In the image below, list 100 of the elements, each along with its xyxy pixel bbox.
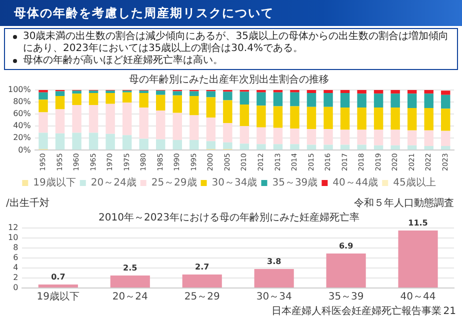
bar (324, 90, 333, 94)
bar (106, 93, 115, 104)
bar (240, 92, 250, 104)
bar (122, 102, 132, 136)
bar (441, 108, 450, 131)
x-tick-label: 20～24 (112, 292, 148, 303)
bar (290, 92, 300, 106)
x-tick-label: 30～34 (256, 292, 292, 303)
bar (290, 106, 300, 129)
bar (72, 90, 82, 94)
bar (326, 254, 366, 288)
bar (223, 142, 232, 149)
bar (206, 118, 216, 142)
text: 21 (443, 306, 456, 318)
y-axis-title: /出生千対 (6, 198, 50, 210)
bar (240, 144, 250, 150)
bar (156, 94, 166, 110)
bar (110, 276, 150, 288)
bar (374, 130, 384, 146)
bar (374, 94, 384, 108)
bar (424, 90, 434, 94)
bar (357, 107, 366, 130)
bar (256, 144, 266, 150)
bar (139, 107, 148, 139)
bar (172, 140, 182, 150)
bar (88, 93, 98, 106)
bar (88, 105, 98, 133)
bar (340, 93, 350, 108)
bar (424, 108, 434, 130)
bar (256, 127, 266, 144)
bar (398, 230, 438, 288)
bar (190, 91, 199, 96)
y-tick-label: 4 (13, 263, 18, 272)
legend-label: 25～29歳 (151, 176, 197, 189)
x-tick-label: 40～44 (400, 292, 436, 303)
y-tick-label: 6 (13, 253, 18, 262)
bar (156, 90, 166, 95)
x-tick-label: 25～29 (184, 292, 220, 303)
legend-label: 20～24歳 (90, 176, 136, 189)
legend-label: 35～39歳 (272, 176, 318, 189)
bar (139, 138, 148, 150)
bar (306, 93, 316, 107)
bar (306, 106, 316, 130)
bar (357, 94, 366, 108)
legend-label: 45歳以上 (393, 176, 436, 189)
y-tick-label: 8 (13, 243, 18, 252)
bar (390, 145, 400, 150)
bar (441, 90, 450, 95)
bar (390, 90, 400, 94)
bar (206, 141, 216, 149)
bar (190, 115, 199, 140)
bar (122, 92, 132, 103)
bar (407, 130, 417, 146)
text: 母体の年齢を考慮した周産期リスクについて (0, 0, 462, 26)
bar (340, 107, 350, 130)
y-tick-label: 12 (8, 223, 18, 232)
data-label: 0.7 (51, 272, 66, 282)
bar (273, 128, 283, 144)
bar (254, 269, 294, 288)
bar (441, 146, 450, 150)
y-tick-label: 60% (13, 109, 32, 118)
chart-title: 2010年～2023年における母の年齢別にみた妊産婦死亡率 (98, 212, 360, 224)
bar (374, 145, 384, 150)
y-tick-label: 80% (13, 97, 32, 106)
bar (424, 146, 434, 150)
bar (206, 97, 216, 118)
x-tick-label: 19歳以下 (36, 290, 80, 303)
legend-label: 30～34歳 (212, 176, 258, 189)
chart-title: 母の年齢別にみた出産年次別出生割合の推移 (129, 74, 329, 86)
bar (374, 90, 384, 94)
bar (223, 92, 232, 100)
bar (38, 112, 48, 133)
bar (72, 132, 82, 150)
bar (38, 92, 48, 100)
y-tick-label: 0 (13, 283, 18, 292)
bar (72, 105, 82, 133)
bar (38, 100, 48, 112)
bar (441, 94, 450, 109)
bar (357, 90, 366, 94)
y-tick-label: 40% (13, 121, 32, 130)
bar (106, 134, 115, 150)
bar (324, 129, 333, 145)
bar (139, 93, 148, 108)
bar (357, 144, 366, 150)
bar (424, 94, 434, 108)
bar (306, 90, 316, 94)
data-label: 11.5 (408, 218, 428, 228)
bar (55, 96, 65, 110)
y-tick-label: 10 (8, 233, 18, 242)
bar (324, 144, 333, 150)
bar (273, 106, 283, 128)
bar (172, 95, 182, 113)
y-tick-label: 0% (18, 145, 32, 154)
y-tick-label: 100% (8, 85, 32, 94)
bar (122, 135, 132, 150)
bar (72, 94, 82, 106)
bar (256, 92, 266, 106)
bar (182, 274, 222, 288)
bar (424, 130, 434, 146)
text: 30歳未満の出生数の割合は減少傾向にあるが、35歳以上の母体からの出生数の割合は増加傾向にあり、2023年においては35歳以上の割合は30.4%である。 (23, 31, 450, 54)
